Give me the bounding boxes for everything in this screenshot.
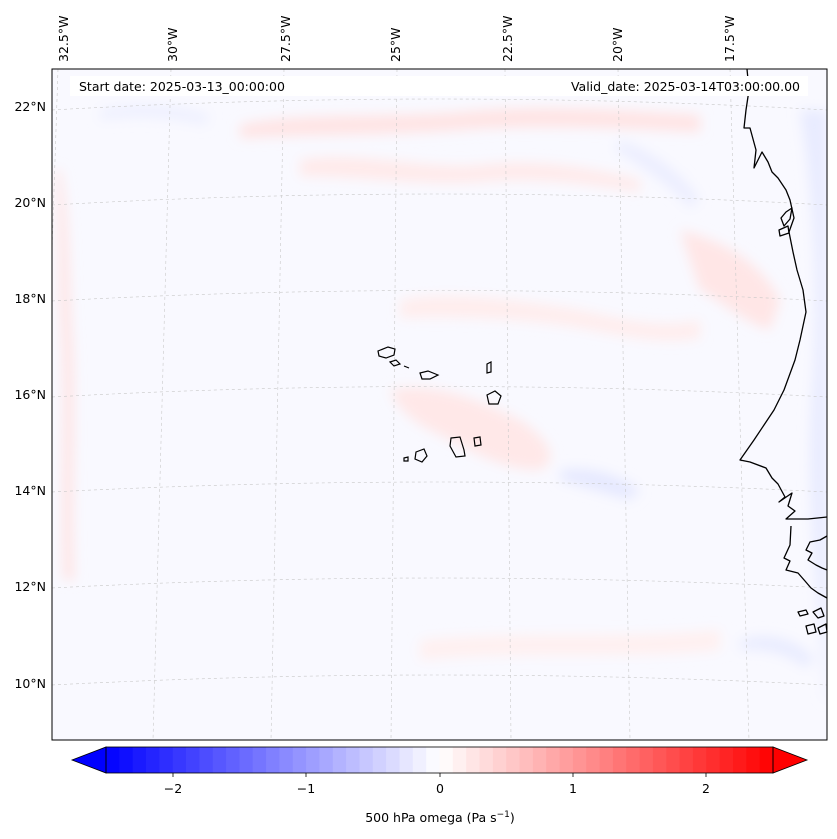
lat-label: 20°N xyxy=(14,195,46,210)
lon-label: 22.5°W xyxy=(500,16,515,62)
omega-field xyxy=(55,104,827,700)
colorbar-cell xyxy=(159,747,174,773)
lon-label: 17.5°W xyxy=(722,16,737,62)
lon-label: 32.5°W xyxy=(56,16,71,62)
colorbar-cell xyxy=(119,747,134,773)
colorbar-cell xyxy=(586,747,601,773)
colorbar-cell xyxy=(332,747,347,773)
colorbar-cell xyxy=(426,747,441,773)
colorbar-cell xyxy=(106,747,120,773)
colorbar-cell xyxy=(599,747,614,773)
colorbar-cell xyxy=(732,747,747,773)
colorbar-cell xyxy=(639,747,654,773)
colorbar-cell xyxy=(399,747,414,773)
lat-label: 14°N xyxy=(14,483,46,498)
colorbar-cell xyxy=(146,747,160,773)
colorbar-title: 500 hPa omega (Pa s−1) xyxy=(365,810,515,825)
colorbar-cell xyxy=(706,747,721,773)
colorbar-cell xyxy=(546,747,561,773)
colorbar-cell xyxy=(572,747,587,773)
colorbar-cell xyxy=(466,747,481,773)
colorbar-cell xyxy=(519,747,534,773)
colorbar-cell xyxy=(186,747,200,773)
colorbar-cell xyxy=(612,747,627,773)
colorbar-cell xyxy=(626,747,641,773)
colorbar-cell xyxy=(746,747,761,773)
lat-label: 16°N xyxy=(14,387,46,402)
colorbar-cell xyxy=(292,747,307,773)
longitude-labels: 32.5°W 30°W 27.5°W 25°W 22.5°W 20°W 17.5… xyxy=(56,16,737,62)
colorbar-extend-min xyxy=(70,746,107,774)
colorbar-cell xyxy=(532,747,547,773)
colorbar-cell xyxy=(559,747,574,773)
start-date-label: Start date: 2025-03-13_00:00:00 xyxy=(79,79,285,94)
colorbar-extend-max xyxy=(772,746,809,774)
colorbar-cell xyxy=(226,747,240,773)
colorbar-cell xyxy=(666,747,681,773)
valid-date-label: Valid_date: 2025-03-14T03:00:00.00 xyxy=(571,79,800,94)
colorbar-tick-label: 1 xyxy=(569,781,577,796)
colorbar-cell xyxy=(359,747,374,773)
colorbar-cell xyxy=(479,747,494,773)
lat-label: 18°N xyxy=(14,291,46,306)
lon-label: 27.5°W xyxy=(278,16,293,62)
lon-label: 20°W xyxy=(610,27,625,62)
colorbar-cell xyxy=(212,747,227,773)
colorbar-cell xyxy=(199,747,214,773)
colorbar-tick-label: 2 xyxy=(702,781,710,796)
colorbar-cell xyxy=(239,747,254,773)
lat-label: 10°N xyxy=(14,676,46,691)
colorbar-cell xyxy=(692,747,707,773)
colorbar-cell xyxy=(319,747,334,773)
colorbar-cell xyxy=(492,747,507,773)
colorbar-cell xyxy=(412,747,427,773)
lon-label: 25°W xyxy=(388,27,403,62)
colorbar-cell xyxy=(306,747,321,773)
colorbar-cell xyxy=(172,747,187,773)
cape-verde-islands xyxy=(377,346,502,463)
colorbar-tick-label: 0 xyxy=(436,781,444,796)
colorbar-ticks xyxy=(172,773,707,777)
colorbar-cell xyxy=(252,747,267,773)
lat-label: 22°N xyxy=(14,99,46,114)
colorbar-cell xyxy=(452,747,467,773)
colorbar-cell xyxy=(652,747,667,773)
colorbar-cell xyxy=(719,747,734,773)
colorbar-cell xyxy=(506,747,521,773)
colorbar-cell xyxy=(266,747,281,773)
map-gridlines xyxy=(52,69,827,740)
colorbar-cell xyxy=(132,747,147,773)
lon-label: 30°W xyxy=(165,27,180,62)
colorbar: −2 −1 0 1 2 500 hPa omega (Pa s−1) xyxy=(70,746,809,825)
date-strip xyxy=(70,76,808,96)
colorbar-tick-label: −1 xyxy=(297,781,315,796)
latitude-labels: 22°N 20°N 18°N 16°N 14°N 12°N 10°N xyxy=(14,99,46,691)
colorbar-cell xyxy=(439,747,454,773)
colorbar-cell xyxy=(679,747,694,773)
colorbar-cell xyxy=(279,747,294,773)
colorbar-cell xyxy=(346,747,361,773)
lat-label: 12°N xyxy=(14,579,46,594)
colorbar-cell xyxy=(386,747,401,773)
colorbar-cell xyxy=(759,747,774,773)
colorbar-tick-label: −2 xyxy=(164,781,182,796)
colorbar-cells xyxy=(106,747,774,773)
map-frame xyxy=(51,68,828,741)
colorbar-cell xyxy=(372,747,387,773)
colorbar-outline xyxy=(105,746,774,774)
